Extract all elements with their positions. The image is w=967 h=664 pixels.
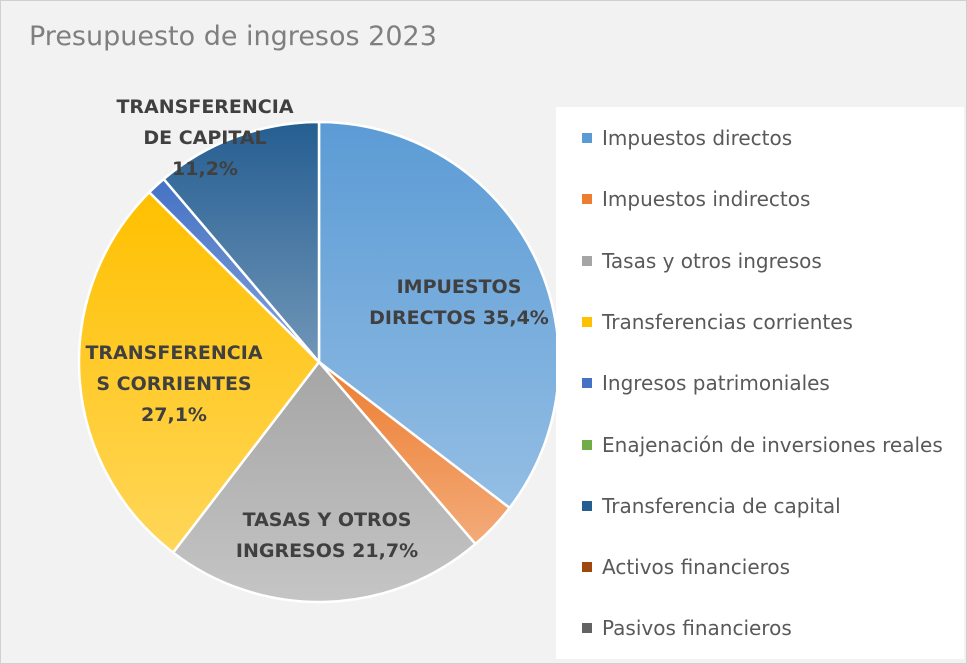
- chart-title: Presupuesto de ingresos 2023: [29, 21, 437, 52]
- legend-label: Impuestos indirectos: [602, 187, 811, 212]
- pie-slice-transferencia-de-capital: [161, 120, 321, 366]
- legend-swatch: [582, 623, 592, 634]
- legend: Impuestos directos Impuestos indirectos Ta…: [556, 107, 964, 659]
- data-label-transferencias-corrientes: TRANSFERENCIA S CORRIENTES 27,1%: [85, 342, 262, 426]
- legend-item-activos-financieros: Activos financieros: [582, 552, 790, 582]
- legend-item-tasas-y-otros-ingresos: Tasas y otros ingresos: [582, 246, 822, 276]
- legend-swatch: [582, 378, 592, 389]
- legend-label: Ingresos patrimoniales: [602, 371, 830, 396]
- pie-slice-tasas-y-otros-ingresos: [171, 360, 478, 604]
- legend-item-ingresos-patrimoniales: Ingresos patrimoniales: [582, 368, 830, 398]
- legend-label: Pasivos financieros: [602, 616, 792, 641]
- legend-item-transferencia-de-capital: Transferencia de capital: [582, 491, 841, 521]
- legend-label: Activos financieros: [602, 555, 791, 580]
- legend-swatch: [582, 194, 592, 205]
- legend-swatch: [582, 133, 592, 143]
- data-label-tasas-y-otros-ingresos: TASAS Y OTROS INGRESOS 21,7%: [236, 509, 418, 562]
- legend-label: Tasas y otros ingresos: [602, 248, 822, 273]
- legend-swatch: [582, 316, 592, 327]
- legend-swatch: [582, 439, 592, 450]
- legend-label: Transferencia de capital: [602, 493, 841, 518]
- legend-item-pasivos-financieros: Pasivos financieros: [582, 613, 792, 643]
- pie-slice-transferencias-corrientes: [77, 190, 321, 555]
- legend-label: Impuestos directos: [602, 126, 793, 150]
- data-label-impuestos-directos: IMPUESTOS DIRECTOS 35,4%: [369, 276, 549, 329]
- legend-label: Transferencias corrientes: [602, 309, 853, 334]
- data-label-transferencia-de-capital: TRANSFERENCIA DE CAPITAL 11,2%: [116, 96, 293, 180]
- legend-item-impuestos-directos: Impuestos directos: [582, 123, 792, 153]
- pie-slice-impuestos-directos: [317, 120, 561, 510]
- legend-swatch: [582, 500, 592, 511]
- legend-item-transferencias-corrientes: Transferencias corrientes: [582, 307, 853, 337]
- legend-item-enajenacion-de-inversiones-reales: Enajenación de inversiones reales: [582, 430, 943, 460]
- legend-swatch: [582, 562, 592, 573]
- legend-label: Enajenación de inversiones reales: [602, 432, 943, 457]
- legend-swatch: [582, 255, 592, 266]
- legend-item-impuestos-indirectos: Impuestos indirectos: [582, 184, 810, 214]
